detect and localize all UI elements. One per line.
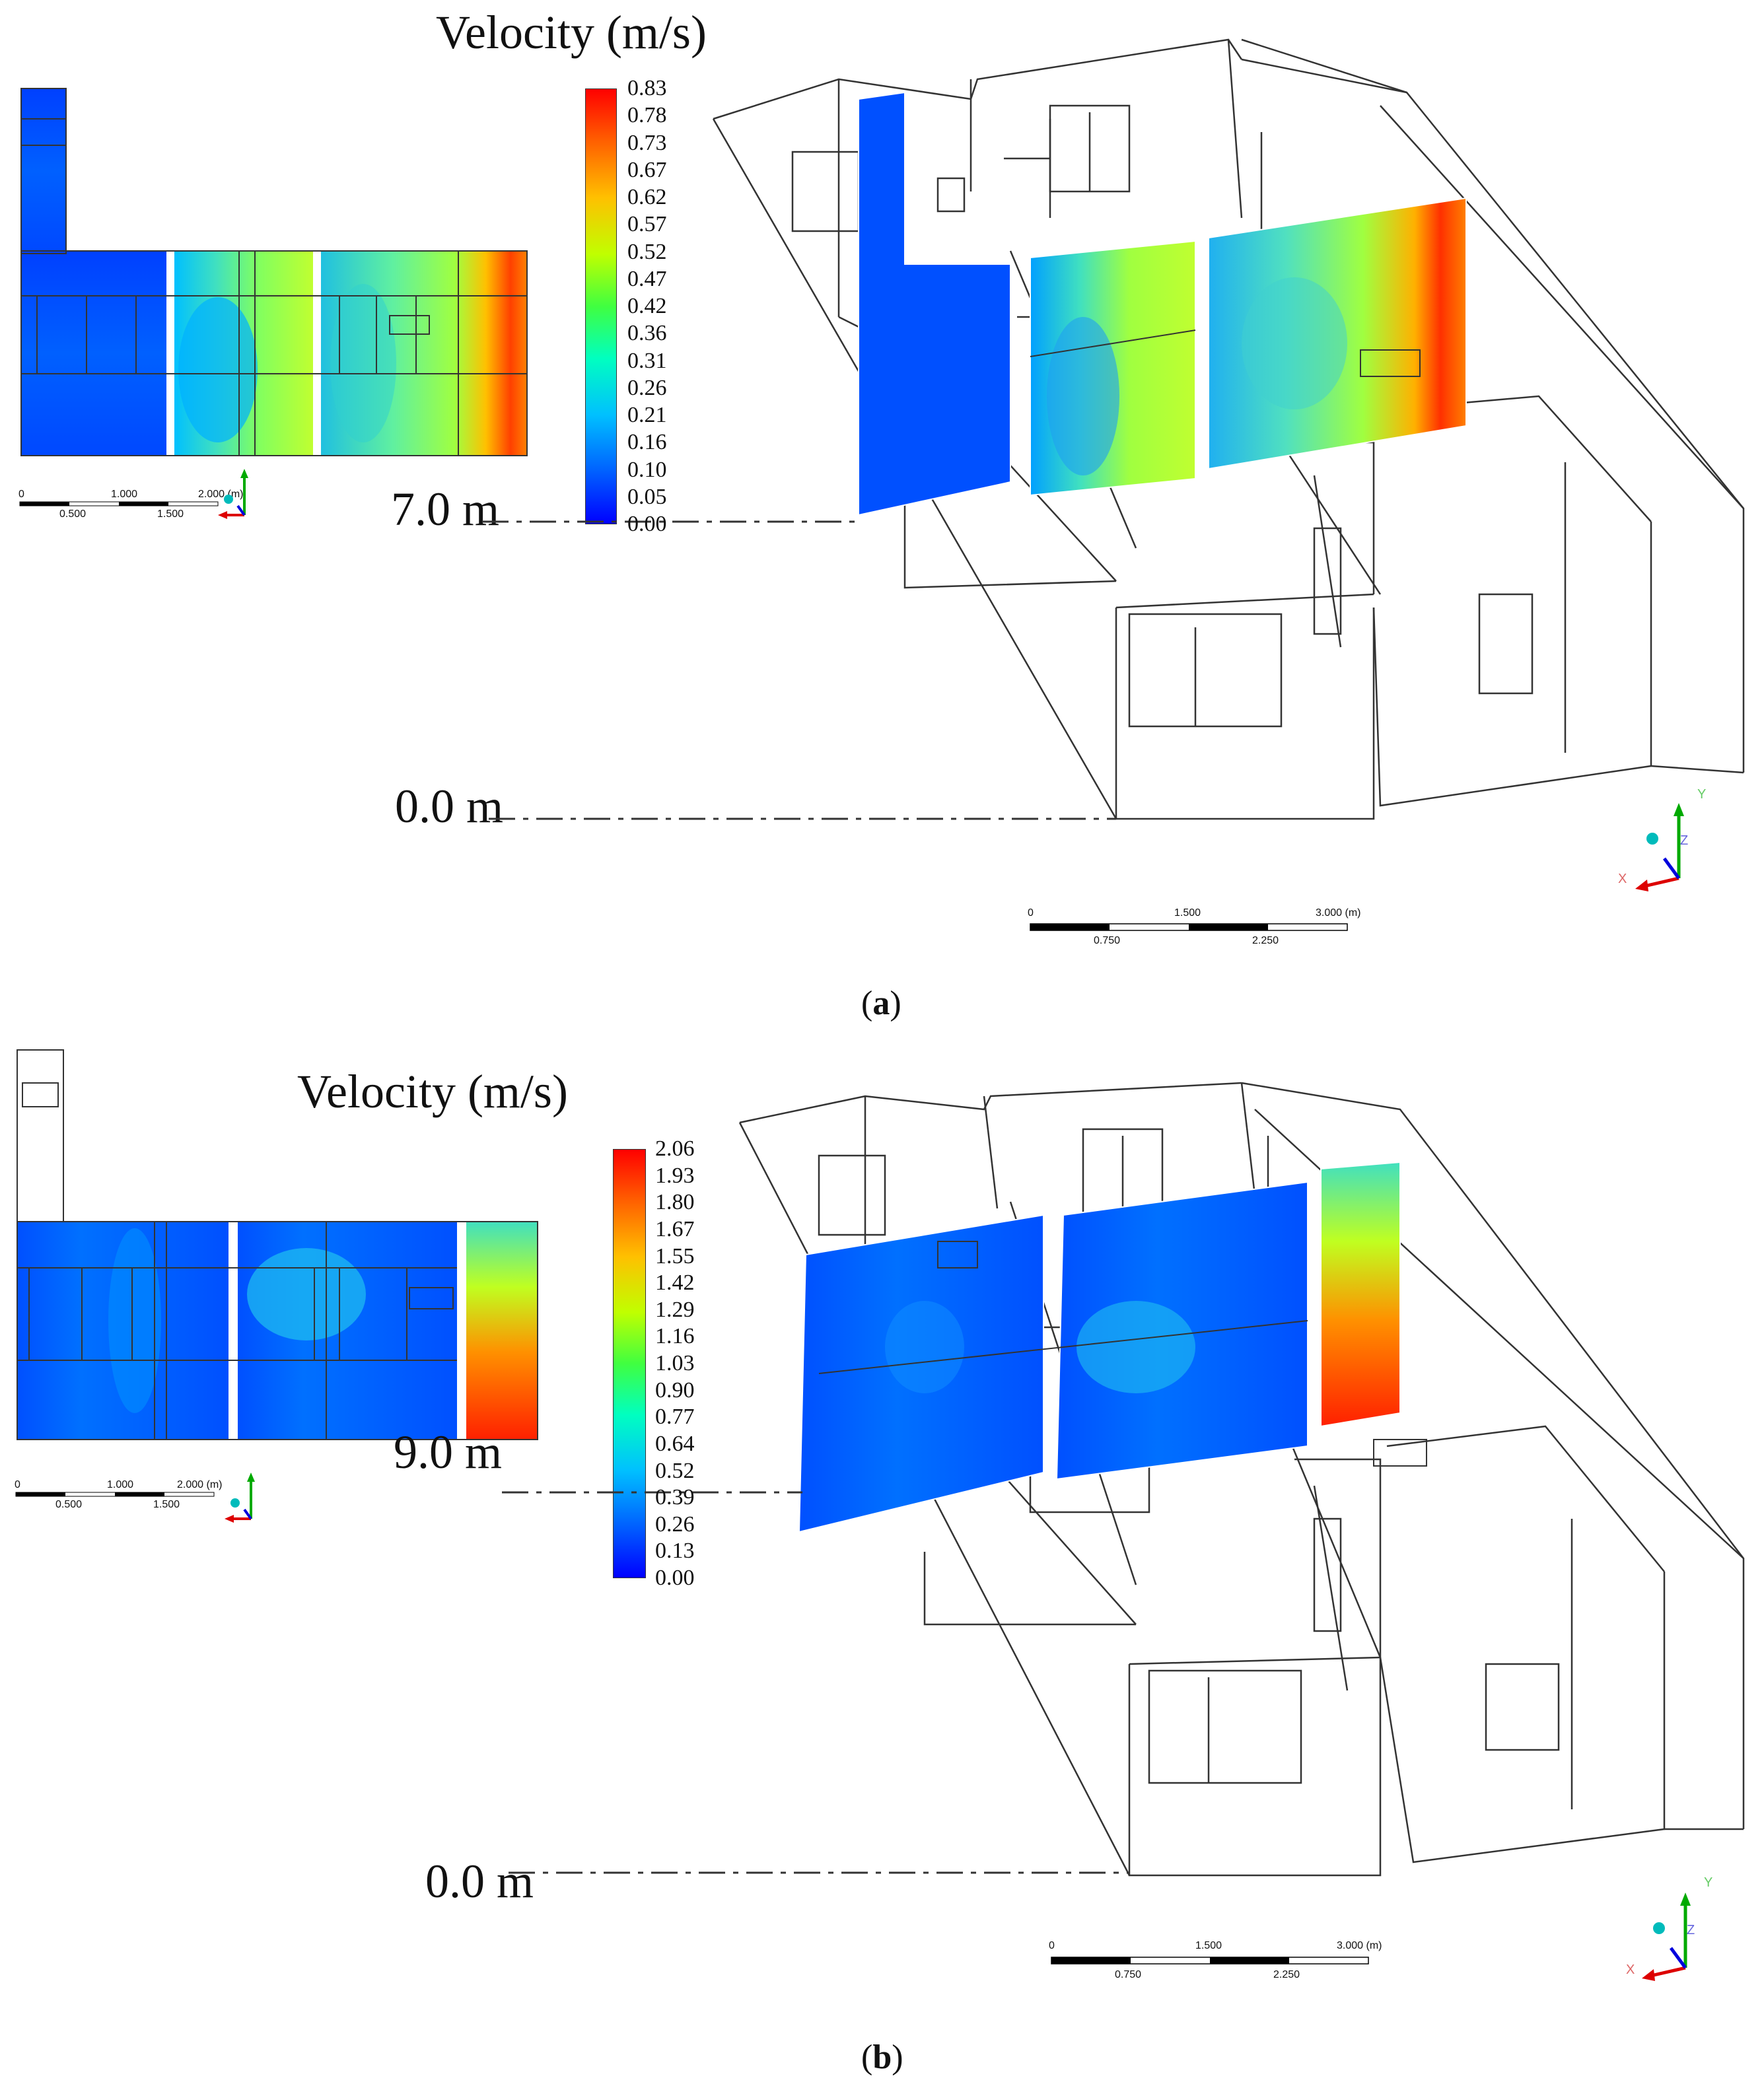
scalebar-label: 3.000 (m) bbox=[1337, 1940, 1382, 1951]
colorbar-tick-label: 0.31 bbox=[627, 348, 667, 373]
colorbar-tick-label: 0.16 bbox=[627, 430, 667, 455]
level-label-bottom: 0.0 m bbox=[395, 780, 504, 833]
mini-scalebar-label: 1.500 bbox=[153, 1499, 180, 1510]
colorbar-tick-label: 1.42 bbox=[655, 1270, 695, 1296]
colorbar-tick-label: 0.05 bbox=[627, 484, 667, 509]
colorbar-tick-label: 0.77 bbox=[655, 1405, 695, 1430]
isometric-model-b bbox=[502, 1082, 1745, 1877]
colorbar-tick-label: 1.67 bbox=[655, 1216, 695, 1241]
colorbar-tick-label: 0.42 bbox=[627, 294, 667, 318]
axis-label-x: X bbox=[1618, 872, 1627, 886]
scalebar-label: 0 bbox=[1028, 907, 1034, 919]
scalebar-label: 3.000 (m) bbox=[1316, 907, 1361, 919]
mini-scalebar-label: 1.000 bbox=[107, 1479, 134, 1490]
colorbar-b bbox=[613, 1149, 646, 1578]
axis-triad-b bbox=[1642, 1893, 1691, 1981]
mini-scalebar-label: 0.500 bbox=[59, 508, 87, 520]
scalebar-label: 0 bbox=[1049, 1940, 1055, 1951]
mini-scalebar-a bbox=[19, 501, 219, 506]
colorbar-tick-label: 0.36 bbox=[627, 321, 667, 346]
scalebar-label: 2.250 bbox=[1252, 935, 1279, 946]
mini-scalebar-b bbox=[15, 1492, 215, 1497]
colorbar-tick-label: 0.52 bbox=[655, 1458, 695, 1483]
caption-b: (b) bbox=[861, 2038, 903, 2076]
axis-label-x: X bbox=[1626, 1963, 1635, 1977]
mini-scalebar-label: 0.500 bbox=[55, 1499, 83, 1510]
mini-scalebar-label: 0 bbox=[15, 1479, 20, 1490]
colorbar-tick-label: 0.00 bbox=[655, 1566, 695, 1590]
scalebar-a bbox=[1030, 923, 1348, 931]
colorbar-tick-label: 1.55 bbox=[655, 1243, 695, 1269]
colorbar-tick-label: 0.52 bbox=[627, 239, 667, 264]
level-label-top: 9.0 m bbox=[394, 1426, 503, 1478]
scalebar-b bbox=[1051, 1957, 1369, 1964]
caption-letter: a bbox=[872, 985, 890, 1022]
mini-scalebar-label: 2.000 (m) bbox=[177, 1479, 223, 1490]
colorbar-title: Velocity (m/s) bbox=[297, 1065, 568, 1118]
mini-scalebar-label: 0 bbox=[18, 489, 24, 500]
colorbar-tick-label: 0.64 bbox=[655, 1431, 695, 1456]
velocity-plane-b3 bbox=[1320, 1161, 1401, 1428]
scalebar-label: 0.750 bbox=[1094, 935, 1121, 946]
colorbar-tick-label: 0.39 bbox=[655, 1485, 695, 1510]
colorbar-title: Velocity (m/s) bbox=[436, 6, 707, 59]
scalebar-label: 2.250 bbox=[1273, 1969, 1300, 1980]
axis-triad-a bbox=[1635, 803, 1684, 891]
colorbar-tick-label: 0.21 bbox=[627, 403, 667, 427]
colorbar-tick-label: 0.83 bbox=[627, 76, 667, 100]
colorbar-tick-label: 0.47 bbox=[627, 266, 667, 291]
section-plan-a bbox=[20, 88, 528, 456]
scalebar-label: 1.500 bbox=[1195, 1940, 1222, 1951]
caption-a: (a) bbox=[861, 985, 901, 1022]
colorbar-tick-label: 0.26 bbox=[655, 1512, 695, 1537]
isometric-model-a bbox=[482, 38, 1745, 820]
colorbar-tick-label: 0.26 bbox=[627, 375, 667, 400]
colorbar-tick-label: 2.06 bbox=[655, 1136, 695, 1161]
panel-a: 0 1.000 2.000 (m) 0.500 1.500 Velocity (… bbox=[0, 0, 1764, 1022]
mini-axis-triad-b bbox=[225, 1473, 255, 1523]
colorbar-tick-label: 0.62 bbox=[627, 185, 667, 209]
level-label-bottom: 0.0 m bbox=[425, 1855, 534, 1908]
colorbar-tick-label: 0.90 bbox=[655, 1377, 695, 1403]
mini-scalebar-label: 1.500 bbox=[157, 508, 184, 520]
axis-label-z: Z bbox=[1680, 833, 1689, 848]
scalebar-label: 1.500 bbox=[1174, 907, 1201, 919]
colorbar-tick-label: 1.16 bbox=[655, 1324, 695, 1349]
colorbar-tick-label: 0.13 bbox=[655, 1539, 695, 1564]
colorbar-tick-label: 1.93 bbox=[655, 1163, 695, 1188]
axis-label-y: Y bbox=[1697, 787, 1707, 802]
colorbar-a bbox=[585, 88, 617, 524]
colorbar-tick-label: 0.67 bbox=[627, 157, 667, 182]
colorbar-tick-label: 1.80 bbox=[655, 1190, 695, 1215]
colorbar-tick-label: 0.10 bbox=[627, 457, 667, 482]
colorbar-tick-label: 0.78 bbox=[627, 103, 667, 128]
axis-label-z: Z bbox=[1687, 1923, 1695, 1937]
scalebar-label: 0.750 bbox=[1115, 1969, 1142, 1980]
caption-letter: b bbox=[872, 2038, 892, 2076]
panel-b: 0 1.000 2.000 (m) 0.500 1.500 Velocity (… bbox=[0, 1004, 1764, 2086]
section-plan-b bbox=[17, 1049, 538, 1440]
colorbar-tick-label: 0.00 bbox=[627, 512, 667, 536]
colorbar-tick-label: 0.73 bbox=[627, 130, 667, 155]
velocity-plane-a1 bbox=[858, 91, 1011, 516]
colorbar-tick-label: 1.29 bbox=[655, 1297, 695, 1322]
mini-axis-triad-a bbox=[218, 469, 248, 519]
level-label-top: 7.0 m bbox=[391, 483, 500, 536]
mini-scalebar-label: 1.000 bbox=[111, 489, 138, 500]
colorbar-tick-label: 0.57 bbox=[627, 212, 667, 237]
colorbar-tick-label: 1.03 bbox=[655, 1351, 695, 1375]
axis-label-y: Y bbox=[1704, 1875, 1713, 1890]
